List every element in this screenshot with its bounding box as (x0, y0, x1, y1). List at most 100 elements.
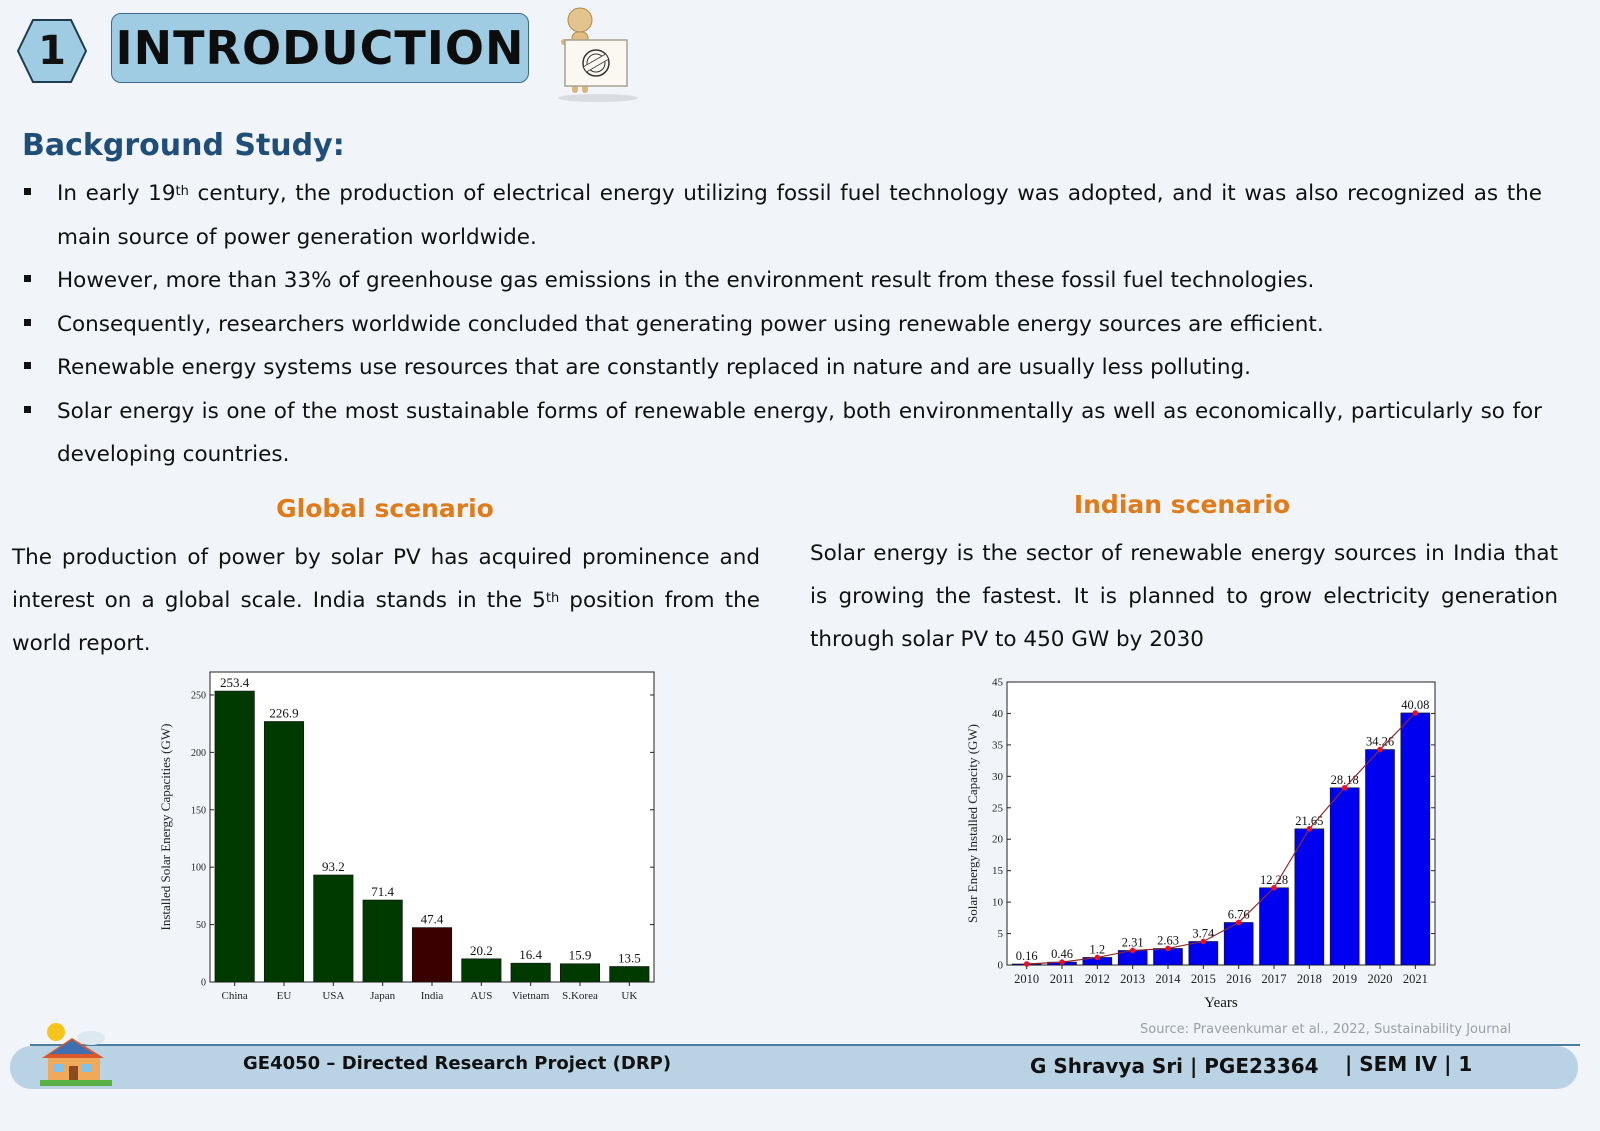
data-label: 13.5 (618, 951, 641, 966)
data-label: 253.4 (220, 675, 250, 690)
bar-Vietnam (510, 962, 551, 983)
solar-house-icon (40, 1023, 112, 1086)
bar-AUS (461, 958, 502, 983)
y-tick-label: 30 (992, 771, 1004, 783)
data-label: 21.65 (1295, 814, 1323, 828)
bar-2016 (1223, 922, 1254, 966)
data-label: 20.2 (470, 943, 493, 958)
data-label: 2.31 (1122, 935, 1144, 949)
bullet-item: Solar energy is one of the most sustaina… (22, 390, 1542, 477)
y-tick-label: 35 (992, 739, 1004, 751)
footer-author: G Shravya Sri | PGE23364 (1030, 1054, 1319, 1078)
footer-bar (10, 1046, 1578, 1089)
data-label: 28.18 (1331, 773, 1359, 787)
trend-point (1023, 961, 1030, 967)
y-tick-label: 10 (992, 897, 1004, 909)
x-tick-label: 2012 (1085, 972, 1110, 986)
x-tick-label: S.Korea (562, 990, 598, 1002)
x-tick-label: India (421, 990, 444, 1002)
trend-point (1129, 947, 1136, 954)
x-tick-label: 2016 (1226, 972, 1251, 986)
trend-point (1341, 784, 1348, 791)
global-capacity-bar-chart: 0 50 100 150 200 250 Installed Solar Energy Ca… (158, 671, 655, 1002)
x-tick-label: USA (322, 990, 344, 1002)
data-label: 3.74 (1192, 926, 1215, 940)
x-axis-label: Years (1204, 995, 1238, 1011)
y-tick-label: 250 (191, 690, 206, 701)
global-scenario-heading: Global scenario (276, 494, 494, 523)
bar-UK (609, 966, 650, 983)
x-tick-label: 2011 (1050, 972, 1075, 986)
bar-2019 (1329, 787, 1360, 966)
background-bullet-list: In early 19th century, the production of… (22, 172, 1542, 477)
x-tick-label: 2010 (1014, 972, 1039, 986)
y-tick-label: 150 (191, 805, 206, 816)
bar-USA (313, 874, 354, 983)
india-capacity-bar-chart: 0 5 10 15 20 25 30 35 40 45 Solar Energy Installed… (965, 677, 1436, 1011)
footer-divider (30, 1044, 1580, 1046)
y-tick-label: 50 (196, 920, 206, 931)
trend-point (1200, 938, 1207, 945)
bullet-item: Renewable energy systems use resources t… (22, 346, 1542, 390)
data-label: 34.26 (1366, 735, 1394, 749)
data-label: 93.2 (322, 859, 345, 874)
x-tick-label: EU (277, 990, 292, 1002)
trend-point (1094, 954, 1101, 961)
y-axis-label: Solar Energy Installed Capacity (GW) (965, 724, 980, 923)
x-tick-label: UK (621, 990, 637, 1002)
source-citation: Source: Praveenkumar et al., 2022, Susta… (1140, 1022, 1512, 1037)
data-label: 0.16 (1016, 949, 1038, 963)
bar-India (411, 927, 453, 983)
presenter-figure-icon (558, 7, 638, 102)
trend-line (1026, 712, 1416, 965)
y-tick-label: 0 (201, 978, 206, 989)
x-tick-label: 2014 (1156, 972, 1182, 986)
bar-2021 (1400, 712, 1431, 966)
x-tick-label: 2013 (1120, 972, 1145, 986)
bar-2018 (1294, 828, 1325, 966)
trend-point (1059, 959, 1065, 965)
x-tick-label: 2019 (1332, 972, 1357, 986)
background-study-heading: Background Study: (22, 128, 345, 163)
data-label: 1.2 (1090, 942, 1106, 956)
bullet-item: However, more than 33% of greenhouse gas… (22, 259, 1542, 303)
bar-EU (263, 721, 305, 983)
x-tick-label: China (222, 990, 248, 1002)
y-tick-label: 40 (992, 708, 1004, 720)
y-tick-label: 200 (191, 748, 206, 759)
data-label: 47.4 (421, 912, 444, 927)
trend-point (1271, 884, 1277, 891)
bar-S.Korea (559, 963, 601, 983)
data-label: 0.46 (1051, 947, 1073, 961)
page-title: INTRODUCTION (111, 13, 529, 83)
x-tick-label: 2018 (1297, 972, 1322, 986)
bar-2020 (1365, 749, 1395, 966)
y-tick-label: 45 (992, 677, 1004, 689)
plot-frame (1006, 681, 1436, 966)
data-label: 40.08 (1401, 698, 1429, 712)
footer-course: GE4050 – Directed Research Project (DRP) (243, 1053, 672, 1074)
superscript: th (175, 184, 189, 199)
bar-2015 (1188, 941, 1219, 966)
x-tick-label: 2021 (1403, 972, 1428, 986)
indian-scenario-heading: Indian scenario (1073, 490, 1291, 519)
bullet-item: Consequently, researchers worldwide conc… (22, 303, 1542, 347)
global-scenario-text: The production of power by solar PV has … (12, 545, 760, 656)
data-label: 15.9 (569, 948, 592, 963)
data-label: 6.76 (1228, 907, 1250, 921)
data-label: 16.4 (519, 947, 542, 962)
trend-point (1165, 945, 1171, 952)
data-label: 12.28 (1260, 873, 1288, 887)
bar-China (214, 690, 255, 983)
data-label: 71.4 (371, 884, 394, 899)
section-number: 1 (38, 28, 66, 74)
x-tick-label: 2017 (1262, 972, 1287, 986)
data-label: 226.9 (269, 705, 298, 720)
data-label: 2.63 (1157, 933, 1179, 947)
superscript: th (545, 591, 560, 606)
section-number-hexagon (16, 19, 88, 83)
y-tick-label: 15 (992, 865, 1004, 877)
y-tick-label: 20 (992, 834, 1004, 846)
bar-Japan (362, 899, 403, 983)
y-tick-label: 5 (998, 928, 1004, 940)
